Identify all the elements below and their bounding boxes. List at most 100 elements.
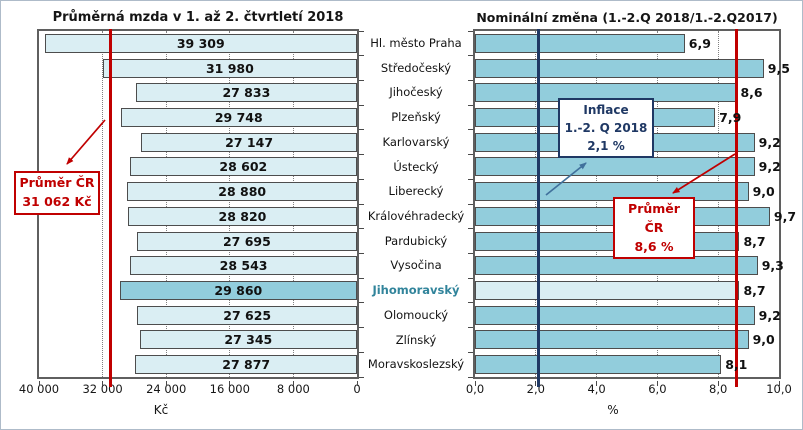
bar-Zlínský xyxy=(475,330,749,350)
bar-Hl. město Praha xyxy=(44,33,357,53)
reference-line xyxy=(537,29,541,387)
annotation-line: Průměr ČR xyxy=(19,175,95,190)
bar-value-label: 28 543 xyxy=(219,258,268,274)
y-axis-tick xyxy=(468,129,473,131)
bar-Liberecký xyxy=(127,182,357,202)
region-label-Hl. město Praha: Hl. město Praha xyxy=(370,36,462,50)
bar-Hl. město Praha xyxy=(475,33,685,53)
annotation-average-cr-left: Průměr ČR 31 062 Kč xyxy=(14,171,100,215)
bar-Královéhradecký xyxy=(127,206,357,226)
region-label-Královéhradecký: Královéhradecký xyxy=(367,209,465,223)
region-label-Jihočeský: Jihočeský xyxy=(389,85,443,100)
region-label-Plzeňský: Plzeňský xyxy=(391,110,441,125)
bar-Vysočina xyxy=(130,256,357,276)
bar-value-label: 27 625 xyxy=(223,307,272,323)
y-axis-tick xyxy=(468,302,473,304)
gridline xyxy=(165,31,167,377)
y-axis-tick xyxy=(359,252,364,254)
bar-value-label: 9,0 xyxy=(752,184,775,200)
bar-Středočeský xyxy=(102,58,357,78)
bar-value-label: 27 695 xyxy=(222,233,271,249)
bar-value-label: 27 147 xyxy=(225,134,274,150)
bar-value-label: 29 860 xyxy=(214,283,263,298)
bar-value-label: 6,9 xyxy=(688,35,711,51)
y-axis-tick xyxy=(359,79,364,81)
y-axis-tick xyxy=(359,203,364,205)
y-axis-tick xyxy=(468,79,473,81)
y-axis-tick xyxy=(359,55,364,57)
region-label-Pardubický: Pardubický xyxy=(384,233,448,248)
bar-value-label: 9,3 xyxy=(761,258,784,274)
y-axis-tick xyxy=(468,252,473,254)
x-axis-tick-label: 0 xyxy=(353,382,361,396)
y-axis-tick xyxy=(468,376,473,378)
bar-value-label: 9,2 xyxy=(758,307,781,323)
annotation-average-cr-right: Průměr ČR 8,6 % xyxy=(613,197,695,260)
bar-Moravskoslezský xyxy=(475,355,722,375)
region-label-Liberecký: Liberecký xyxy=(388,184,444,199)
x-axis-tick-label: 24 000 xyxy=(146,382,187,396)
bar-value-label: 27 345 xyxy=(224,332,273,348)
y-axis-tick xyxy=(468,327,473,329)
x-axis-tick-label: 16 000 xyxy=(209,382,250,396)
region-label-Olomoucký: Olomoucký xyxy=(383,307,449,322)
y-axis-tick xyxy=(468,178,473,180)
gridline xyxy=(292,31,294,377)
region-label-Vysočina: Vysočina xyxy=(390,258,442,273)
bar-value-label: 7,9 xyxy=(719,110,742,125)
y-axis-tick xyxy=(359,302,364,304)
annotation-line: Průměr ČR xyxy=(628,201,680,235)
annotation-line: 1.-2. Q 2018 xyxy=(564,121,648,135)
bar-value-label: 9,2 xyxy=(758,159,781,175)
bar-value-label: 29 748 xyxy=(214,110,263,125)
y-axis-tick xyxy=(359,178,364,180)
x-axis-tick xyxy=(778,381,780,386)
x-axis-tick xyxy=(535,381,537,386)
region-label-Ústecký: Ústecký xyxy=(393,159,439,174)
x-axis-tick-label: 0,0 xyxy=(465,382,485,396)
bar-Ústecký xyxy=(129,157,357,177)
bar-Jihomoravský xyxy=(475,281,740,300)
gridline xyxy=(102,31,104,377)
bar-value-label: 8,7 xyxy=(743,233,766,249)
x-axis-tick-label: 6,0 xyxy=(648,382,667,396)
x-axis-tick xyxy=(229,381,231,386)
x-axis-tick-label: 8,0 xyxy=(709,382,728,396)
x-axis-tick xyxy=(474,381,476,386)
left-chart-title: Průměrná mzda v 1. až 2. čtvrtletí 2018 xyxy=(52,10,344,25)
bar-value-label: 9,7 xyxy=(773,208,797,224)
bar-value-label: 31 980 xyxy=(205,60,254,76)
gridline xyxy=(596,31,598,377)
x-axis-tick xyxy=(102,381,104,386)
x-axis-tick-label: 2,0 xyxy=(526,382,545,396)
y-axis-tick xyxy=(359,30,364,32)
y-axis-tick xyxy=(468,30,473,32)
x-axis-tick-label: 8 000 xyxy=(276,382,310,396)
annotation-line: 2,1 % xyxy=(587,139,625,153)
bar-value-label: 28 880 xyxy=(218,184,267,200)
bar-value-label: 39 309 xyxy=(176,35,225,51)
bar-Pardubický xyxy=(475,231,740,251)
annotation-inflation: Inflace 1.-2. Q 2018 2,1 % xyxy=(558,98,654,158)
bar-Liberecký xyxy=(475,182,749,202)
region-label-Karlovarský: Karlovarský xyxy=(382,134,450,149)
y-axis-tick xyxy=(359,228,364,230)
region-label-Jihomoravský: Jihomoravský xyxy=(372,283,460,298)
bar-value-label: 8,1 xyxy=(725,357,748,373)
bar-Středočeský xyxy=(475,58,764,78)
right-chart-title: Nominální změna (1.-2.Q 2018/1.-2.Q2017) xyxy=(476,10,778,25)
bar-Zlínský xyxy=(139,330,357,350)
bar-value-label: 28 820 xyxy=(218,208,267,224)
bar-Jihočeský xyxy=(135,83,357,103)
bar-Karlovarský xyxy=(141,132,357,152)
x-axis-tick xyxy=(656,381,658,386)
y-axis-tick xyxy=(359,277,364,279)
annotation-line: 31 062 Kč xyxy=(22,193,92,209)
y-axis-tick xyxy=(468,351,473,353)
bar-Plzeňský xyxy=(120,108,357,127)
region-label-Moravskoslezský: Moravskoslezský xyxy=(367,357,465,372)
y-axis-tick xyxy=(359,376,364,378)
region-label-Zlínský: Zlínský xyxy=(395,332,437,347)
y-axis-tick xyxy=(468,203,473,205)
